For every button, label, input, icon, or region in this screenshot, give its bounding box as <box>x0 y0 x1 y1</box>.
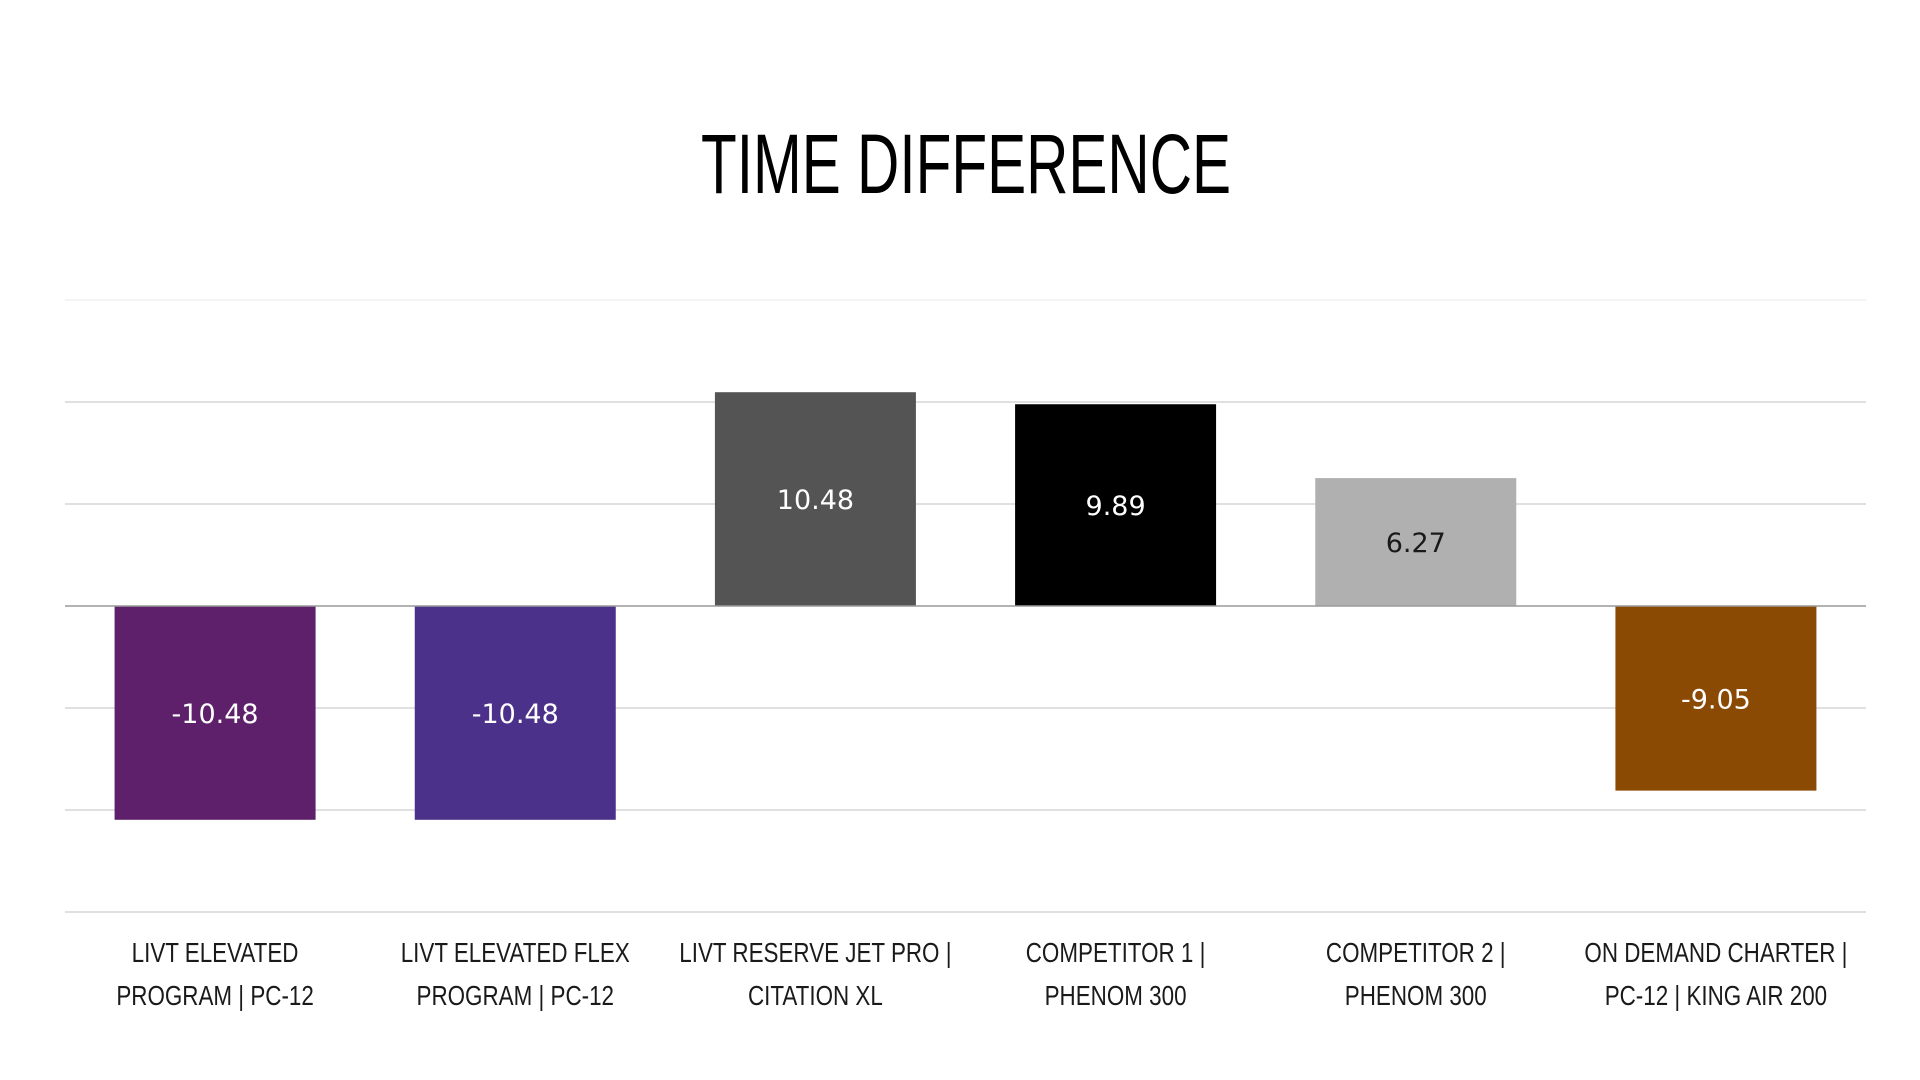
category-label: PHENOM 300 <box>1045 980 1187 1011</box>
bar <box>1615 606 1817 791</box>
data-label: -9.05 <box>1681 684 1751 715</box>
chart-title: TIME DIFFERENCE <box>701 117 1231 211</box>
gridlines <box>65 299 1866 913</box>
category-label: COMPETITOR 2 | <box>1326 937 1506 968</box>
category-label: LIVT RESERVE JET PRO | <box>679 937 951 968</box>
data-label: -10.48 <box>472 699 559 730</box>
bar <box>714 392 916 606</box>
data-label: 10.48 <box>777 485 854 516</box>
bars <box>114 392 1817 820</box>
category-label: LIVT ELEVATED FLEX <box>401 937 630 968</box>
category-label: LIVT ELEVATED <box>132 937 299 968</box>
data-label: -10.48 <box>172 699 259 730</box>
bar <box>1315 478 1517 606</box>
category-label: PHENOM 300 <box>1345 980 1487 1011</box>
category-label: PROGRAM | PC-12 <box>116 980 314 1011</box>
category-label: ON DEMAND CHARTER | <box>1584 937 1847 968</box>
category-label: PC-12 | KING AIR 200 <box>1605 980 1827 1011</box>
bar <box>1015 404 1217 606</box>
category-label: COMPETITOR 1 | <box>1026 937 1206 968</box>
bar <box>114 606 316 820</box>
category-label: PROGRAM | PC-12 <box>417 980 615 1011</box>
data-label: 6.27 <box>1386 528 1446 559</box>
bar <box>414 606 616 820</box>
data-labels: -10.48 -10.48 10.48 9.89 6.27 -9.05 <box>172 485 1751 730</box>
category-labels: LIVT ELEVATED PROGRAM | PC-12 LIVT ELEVATE… <box>116 937 1847 1011</box>
data-label: 9.89 <box>1086 491 1146 522</box>
category-label: CITATION XL <box>748 980 883 1011</box>
